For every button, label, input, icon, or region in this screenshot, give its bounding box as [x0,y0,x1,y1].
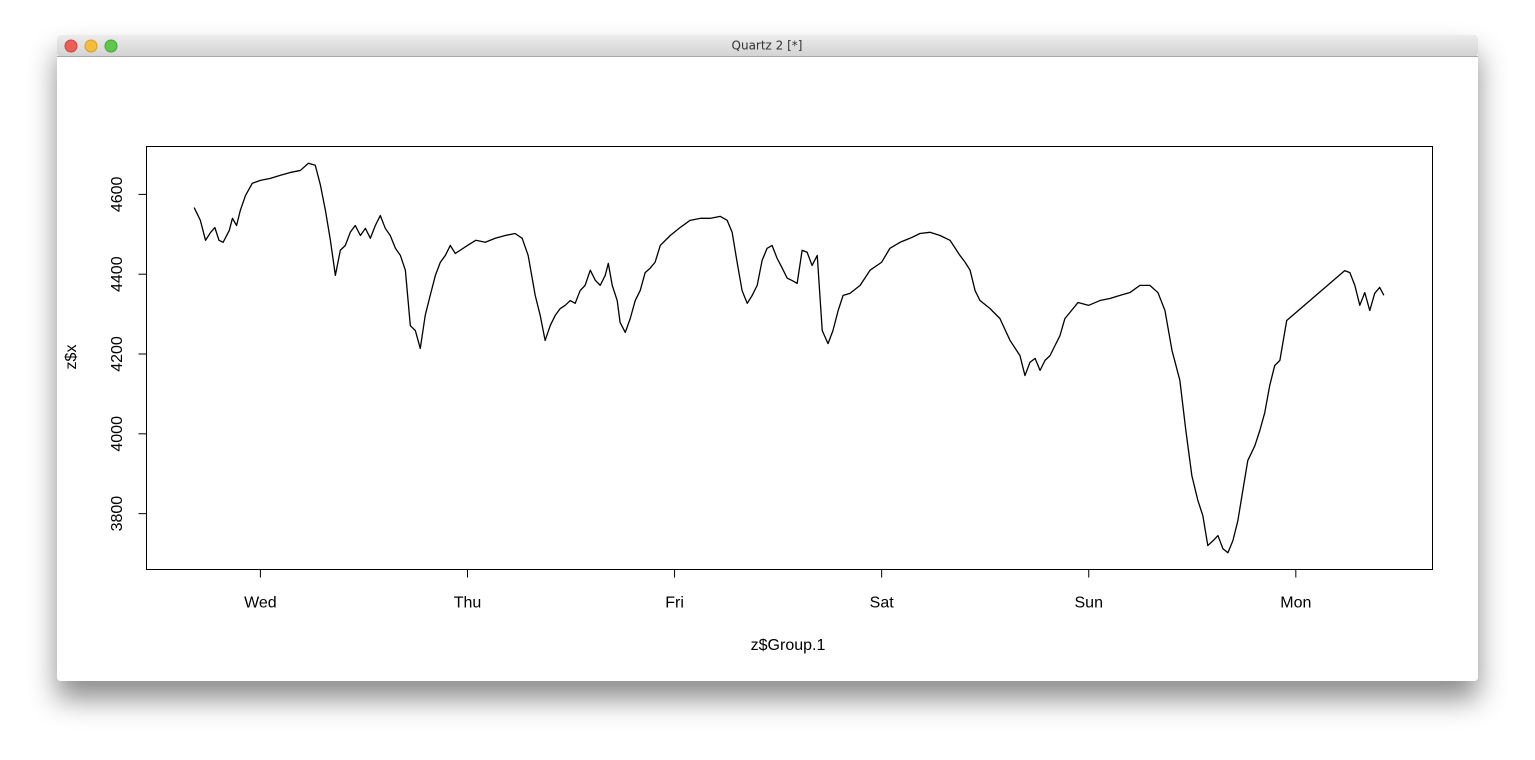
x-tick-label: Sat [870,595,895,612]
minimize-button[interactable] [84,39,98,53]
close-button[interactable] [64,39,78,53]
window-title: Quartz 2 [*] [732,39,803,53]
window [57,35,1478,681]
y-tick-label: 4200 [109,336,126,372]
y-tick-label: 4400 [109,256,126,292]
data-line [193,162,1385,554]
x-tick-label: Sun [1075,595,1103,612]
y-axis-label: z$x [63,345,80,370]
title-bar [57,35,1478,57]
x-axis-label: z$Group.1 [751,637,826,654]
zoom-button[interactable] [104,39,118,53]
x-tick-label: Thu [454,595,482,612]
x-tick-label: Mon [1280,595,1311,612]
y-tick-label: 3800 [109,496,126,532]
y-tick-label: 4600 [109,176,126,212]
y-tick-label: 4000 [109,416,126,452]
x-tick-label: Wed [244,595,277,612]
x-tick-label: Fri [665,595,684,612]
